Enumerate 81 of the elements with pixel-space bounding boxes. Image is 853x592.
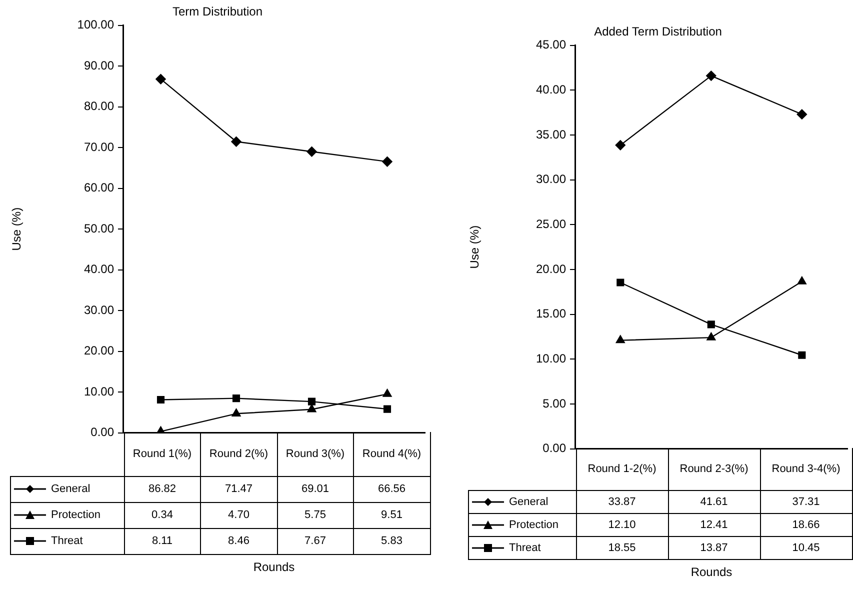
data-label: 12.10 xyxy=(576,513,668,536)
data-label: 33.87 xyxy=(576,490,668,513)
x-axis-title: Rounds xyxy=(252,560,296,574)
data-label: 0.34 xyxy=(124,502,200,528)
point xyxy=(382,388,392,397)
data-label: 8.11 xyxy=(124,528,200,554)
point xyxy=(616,278,624,286)
point xyxy=(706,332,716,340)
x-tick-label: Round 1-2(%) xyxy=(588,462,656,475)
legend-label: General xyxy=(509,496,548,508)
y-axis-title: Use (%) xyxy=(468,225,482,269)
y-tick-label: 0.00 xyxy=(542,441,566,456)
point xyxy=(308,398,316,406)
y-tick-label: 5.00 xyxy=(542,396,566,410)
y-tick-label: 30.00 xyxy=(84,302,114,317)
y-axis-title: Use (%) xyxy=(10,207,24,251)
point xyxy=(231,136,242,147)
point xyxy=(383,405,392,413)
data-label: 5.83 xyxy=(354,528,430,554)
data-label: 12.41 xyxy=(668,513,760,536)
x-tick-label: Round 2-3(%) xyxy=(680,462,748,475)
data-label: 8.46 xyxy=(200,528,277,554)
legend-label: Threat xyxy=(509,542,541,554)
x-tick-label: Round 4(%) xyxy=(362,448,422,460)
data-label: 9.51 xyxy=(354,502,430,528)
chart-title: Added Term Distribution xyxy=(594,24,722,39)
point xyxy=(798,351,806,359)
data-label: 4.70 xyxy=(200,502,277,528)
point xyxy=(796,109,808,120)
y-tick-label: 0.00 xyxy=(90,425,114,440)
point xyxy=(707,320,715,328)
y-tick-label: 60.00 xyxy=(84,180,114,195)
point xyxy=(382,156,392,167)
point xyxy=(616,335,625,344)
chart-title: Term Distribution xyxy=(172,4,263,19)
data-label: 13.87 xyxy=(668,536,760,559)
x-tick-label: Round 1(%) xyxy=(132,448,192,460)
data-label: 7.67 xyxy=(277,528,354,554)
y-tick-label: 40.00 xyxy=(84,262,114,276)
y-tick-label: 10.00 xyxy=(536,351,566,366)
data-label: 41.61 xyxy=(668,490,760,513)
point xyxy=(307,404,316,412)
point xyxy=(797,276,806,284)
point xyxy=(615,140,626,150)
y-tick-label: 30.00 xyxy=(536,172,566,186)
legend-label: General xyxy=(51,483,90,495)
data-label: 5.75 xyxy=(277,502,354,528)
y-tick-label: 10.00 xyxy=(84,384,114,398)
x-tick-label: Round 2(%) xyxy=(209,448,268,460)
y-tick-label: 80.00 xyxy=(84,99,114,114)
data-label: 86.82 xyxy=(124,476,200,502)
x-tick-label: Round 3-4(%) xyxy=(772,462,840,475)
point xyxy=(306,146,317,157)
data-label: 10.45 xyxy=(760,536,852,559)
y-tick-label: 20.00 xyxy=(536,262,566,276)
y-tick-label: 25.00 xyxy=(536,217,566,231)
point xyxy=(232,394,240,402)
y-tick-label: 70.00 xyxy=(84,140,114,154)
y-tick-label: 45.00 xyxy=(536,38,566,52)
y-tick-label: 100.00 xyxy=(77,18,114,32)
y-tick-label: 20.00 xyxy=(84,344,114,358)
legend-label: Protection xyxy=(51,509,101,521)
y-tick-label: 50.00 xyxy=(84,221,114,236)
y-tick-label: 15.00 xyxy=(536,306,566,321)
data-label: 18.66 xyxy=(760,513,852,536)
legend-label: Protection xyxy=(509,518,559,530)
y-tick-label: 35.00 xyxy=(536,127,566,142)
legend-label: Threat xyxy=(51,535,83,547)
point xyxy=(156,74,166,84)
data-label: 66.56 xyxy=(354,476,430,502)
data-label: 69.01 xyxy=(277,476,354,502)
data-label: 18.55 xyxy=(576,536,668,559)
y-tick-label: 40.00 xyxy=(536,82,566,97)
data-label: 71.47 xyxy=(200,476,277,502)
point xyxy=(156,396,165,404)
point xyxy=(706,70,716,81)
x-tick-label: Round 3(%) xyxy=(286,448,345,460)
y-tick-label: 90.00 xyxy=(84,58,114,72)
data-label: 37.31 xyxy=(760,490,852,513)
x-axis-title: Rounds xyxy=(690,565,734,579)
point xyxy=(232,408,241,416)
